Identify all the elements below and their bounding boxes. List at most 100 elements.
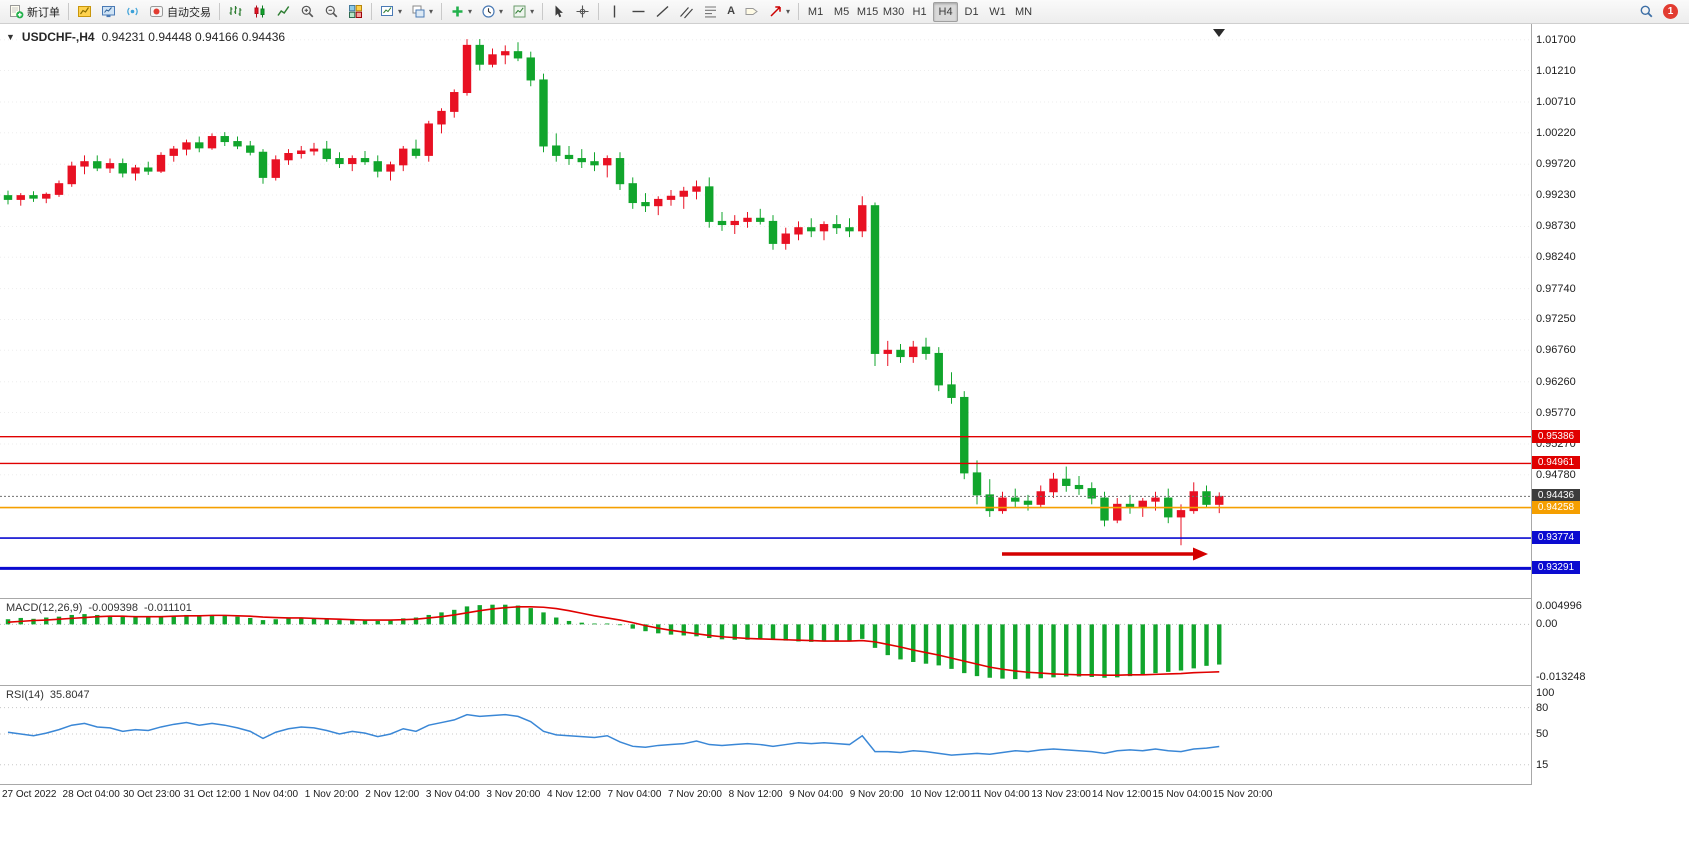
- new-chart-button[interactable]: ▾: [376, 2, 406, 22]
- time-axis-label: 1 Nov 20:00: [304, 789, 359, 800]
- indicators-button[interactable]: ▾: [446, 2, 476, 22]
- panel-divider[interactable]: [0, 685, 1689, 686]
- market-watch-icon: [101, 4, 116, 19]
- time-axis-label: 15 Nov 04:00: [1152, 789, 1212, 800]
- timeframe-button-m15[interactable]: M15: [855, 2, 880, 22]
- bar-chart-mode-button[interactable]: [224, 2, 247, 22]
- trend-arrow-head[interactable]: [1193, 547, 1208, 561]
- notification-badge[interactable]: 1: [1663, 4, 1678, 19]
- candle-body: [603, 158, 612, 166]
- candle-body: [80, 161, 89, 167]
- zoom-out-button[interactable]: [320, 2, 343, 22]
- price-axis[interactable]: 1.01700 1.01210 1.00710 1.00220 0.99720 0.992…: [1531, 24, 1689, 785]
- candle-body: [909, 346, 918, 358]
- autotrading-button[interactable]: 自动交易: [145, 2, 215, 22]
- chart-collapse-icon[interactable]: ▼: [6, 32, 15, 42]
- text-tool-icon: A: [727, 5, 736, 17]
- time-axis-label: 10 Nov 12:00: [910, 789, 970, 800]
- candle-body: [1074, 484, 1084, 490]
- search-button[interactable]: [1635, 2, 1658, 22]
- candle-body: [399, 148, 408, 166]
- macd-chart: [0, 604, 1531, 680]
- caret-icon: ▾: [398, 6, 403, 16]
- profiles-button[interactable]: ▾: [407, 2, 437, 22]
- timeframe-button-m30[interactable]: M30: [881, 2, 906, 22]
- macd-signal-line: [7, 606, 1220, 677]
- time-axis-label: 15 Nov 20:00: [1213, 789, 1273, 800]
- timeframe-button-m5[interactable]: M5: [829, 2, 854, 22]
- channel-tool-button[interactable]: [675, 2, 698, 22]
- price-axis-label: 0.95770: [1536, 406, 1576, 419]
- toolbar-separator: [798, 3, 800, 20]
- candle-body: [1023, 500, 1033, 505]
- candle-body: [1151, 497, 1160, 502]
- caret-icon: ▾: [530, 6, 535, 16]
- time-axis-label: 27 Oct 2022: [2, 789, 57, 800]
- candle-body: [845, 227, 854, 232]
- charts-toolbar-button[interactable]: [73, 2, 96, 22]
- candle-body: [794, 227, 803, 235]
- candle-body: [692, 186, 701, 192]
- new-order-button[interactable]: 新订单: [5, 2, 64, 22]
- timeframe-button-m1[interactable]: M1: [803, 2, 828, 22]
- timeframe-button-h4[interactable]: H4: [933, 1, 959, 22]
- cursor-tool-button[interactable]: [547, 2, 570, 22]
- price-axis-label: 1.00220: [1536, 126, 1576, 139]
- timeframe-group: M1 M5 M15 M30 H1 H4 D1 W1 MN: [803, 1, 1036, 22]
- timeframe-button-mn[interactable]: MN: [1011, 2, 1036, 22]
- vertical-line-tool-button[interactable]: [603, 2, 626, 22]
- candle-body: [360, 158, 370, 163]
- profiles-icon: [411, 4, 426, 19]
- horizontal-line-tool-button[interactable]: [627, 2, 650, 22]
- candle-body: [386, 164, 395, 172]
- time-axis-label: 14 Nov 12:00: [1091, 789, 1152, 800]
- autotrading-icon: [149, 4, 164, 19]
- candle-body: [220, 136, 229, 143]
- candle-body: [934, 352, 943, 386]
- candlestick-chart[interactable]: [0, 24, 1531, 598]
- vertical-line-icon: [607, 4, 622, 19]
- text-tool-button[interactable]: A: [723, 2, 739, 22]
- data-window-icon: [125, 4, 140, 19]
- timeframe-button-d1[interactable]: D1: [959, 2, 984, 22]
- price-axis-label: 0.99230: [1536, 189, 1576, 201]
- new-order-icon: [9, 4, 24, 19]
- time-axis-label: 2 Nov 12:00: [365, 789, 420, 800]
- zoom-in-button[interactable]: [296, 2, 319, 22]
- time-axis[interactable]: 27 Oct 2022 28 Oct 04:00 30 Oct 23:00 31 Oc…: [0, 785, 1531, 805]
- periods-button[interactable]: ▾: [477, 2, 507, 22]
- line-chart-mode-button[interactable]: [272, 2, 295, 22]
- candle-body: [246, 145, 255, 153]
- chart-shift-marker[interactable]: [1213, 29, 1225, 37]
- candle-body: [182, 142, 191, 150]
- candle-body: [450, 92, 459, 112]
- panel-divider[interactable]: [0, 598, 1689, 599]
- tile-windows-button[interactable]: [344, 2, 367, 22]
- crosshair-icon: [575, 4, 590, 19]
- timeframe-button-w1[interactable]: W1: [985, 2, 1010, 22]
- crosshair-tool-button[interactable]: [571, 2, 594, 22]
- rsi-panel[interactable]: RSI(14) 35.8047: [0, 686, 1531, 784]
- market-watch-button[interactable]: [97, 2, 120, 22]
- candle-body: [1138, 500, 1147, 508]
- arrows-tool-button[interactable]: ▾: [764, 2, 794, 22]
- candle-body: [1011, 497, 1020, 502]
- data-window-button[interactable]: [121, 2, 144, 22]
- macd-panel[interactable]: MACD(12,26,9) -0.009398 -0.011101: [0, 599, 1531, 685]
- horizontal-line-icon: [631, 4, 646, 19]
- candle-body: [985, 494, 994, 512]
- rsi-axis-label: 15: [1536, 758, 1549, 771]
- zoom-in-icon: [300, 4, 315, 19]
- label-tool-button[interactable]: [740, 2, 763, 22]
- chart-ohlc-values: 0.94231 0.94448 0.94166 0.94436: [101, 30, 286, 44]
- timeframe-button-h1[interactable]: H1: [907, 2, 932, 22]
- trendline-tool-button[interactable]: [651, 2, 674, 22]
- candlestick-mode-button[interactable]: [248, 2, 271, 22]
- candlestick-icon: [252, 4, 267, 19]
- candle-body: [717, 220, 727, 226]
- price-chart-panel[interactable]: ▼ USDCHF-,H4 0.94231 0.94448 0.94166 0.9…: [0, 24, 1531, 598]
- templates-button[interactable]: ▾: [508, 2, 538, 22]
- channel-icon: [679, 4, 694, 19]
- fibonacci-tool-button[interactable]: [699, 2, 722, 22]
- candle-body: [921, 346, 931, 354]
